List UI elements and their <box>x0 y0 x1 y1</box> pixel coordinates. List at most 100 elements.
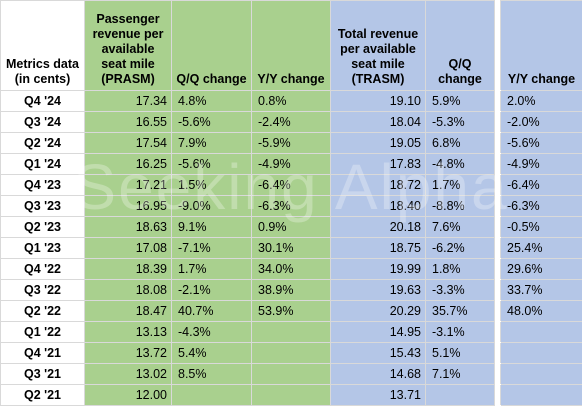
quarter-cell: Q3 '23 <box>0 195 85 217</box>
trasm-yy-cell: 2.0% <box>500 90 582 112</box>
trasm-qq-cell: 1.7% <box>425 174 495 196</box>
trasm-yy-cell <box>500 342 582 364</box>
trasm-cell: 14.68 <box>330 363 426 385</box>
prasm-yy-cell: 53.9% <box>251 300 331 322</box>
trasm-qq-cell: -3.1% <box>425 321 495 343</box>
trasm-yy-cell: -2.0% <box>500 111 582 133</box>
trasm-cell: 20.18 <box>330 216 426 238</box>
trasm-cell: 19.63 <box>330 279 426 301</box>
prasm-cell: 18.39 <box>84 258 172 280</box>
table-row: Q2 '24 17.54 7.9% -5.9% 19.05 6.8% -5.6% <box>0 132 582 154</box>
table-row: Q3 '21 13.02 8.5% 14.68 7.1% <box>0 363 582 385</box>
prasm-qq-cell <box>171 384 252 406</box>
prasm-yy-cell <box>251 321 331 343</box>
prasm-qq-cell: -4.3% <box>171 321 252 343</box>
column-header-prasm: Passenger revenue per available seat mil… <box>84 0 172 91</box>
prasm-cell: 16.55 <box>84 111 172 133</box>
trasm-qq-cell: -4.8% <box>425 153 495 175</box>
prasm-yy-cell <box>251 384 331 406</box>
prasm-yy-cell: 30.1% <box>251 237 331 259</box>
prasm-cell: 12.00 <box>84 384 172 406</box>
prasm-cell: 17.21 <box>84 174 172 196</box>
table-row: Q2 '23 18.63 9.1% 0.9% 20.18 7.6% -0.5% <box>0 216 582 238</box>
prasm-yy-cell: -4.9% <box>251 153 331 175</box>
prasm-yy-cell: -6.3% <box>251 195 331 217</box>
quarter-cell: Q1 '23 <box>0 237 85 259</box>
prasm-yy-cell <box>251 342 331 364</box>
table-row: Q4 '23 17.21 1.5% -6.4% 18.72 1.7% -6.4% <box>0 174 582 196</box>
table-row: Q4 '21 13.72 5.4% 15.43 5.1% <box>0 342 582 364</box>
trasm-qq-cell: 35.7% <box>425 300 495 322</box>
quarter-cell: Q2 '24 <box>0 132 85 154</box>
trasm-yy-cell: 48.0% <box>500 300 582 322</box>
quarter-cell: Q2 '21 <box>0 384 85 406</box>
table-row: Q4 '24 17.34 4.8% 0.8% 19.10 5.9% 2.0% <box>0 90 582 112</box>
quarter-cell: Q3 '22 <box>0 279 85 301</box>
trasm-yy-cell: -6.3% <box>500 195 582 217</box>
trasm-yy-cell <box>500 363 582 385</box>
trasm-qq-cell: 5.9% <box>425 90 495 112</box>
prasm-cell: 18.63 <box>84 216 172 238</box>
trasm-qq-cell: -3.3% <box>425 279 495 301</box>
table-row: Q3 '24 16.55 -5.6% -2.4% 18.04 -5.3% -2.0% <box>0 111 582 133</box>
prasm-yy-cell: 0.8% <box>251 90 331 112</box>
prasm-yy-cell: -5.9% <box>251 132 331 154</box>
prasm-cell: 18.08 <box>84 279 172 301</box>
trasm-qq-cell: -8.8% <box>425 195 495 217</box>
trasm-cell: 20.29 <box>330 300 426 322</box>
trasm-yy-cell: -4.9% <box>500 153 582 175</box>
column-header-prasm-qq: Q/Q change <box>171 0 252 91</box>
trasm-cell: 18.04 <box>330 111 426 133</box>
header-row: Metrics data (in cents) Passenger revenu… <box>0 0 582 91</box>
trasm-qq-cell: 7.6% <box>425 216 495 238</box>
prasm-qq-cell: 5.4% <box>171 342 252 364</box>
prasm-cell: 17.54 <box>84 132 172 154</box>
quarter-cell: Q4 '22 <box>0 258 85 280</box>
quarter-cell: Q1 '24 <box>0 153 85 175</box>
trasm-qq-cell <box>425 384 495 406</box>
trasm-yy-cell: 33.7% <box>500 279 582 301</box>
prasm-cell: 17.08 <box>84 237 172 259</box>
prasm-qq-cell: 7.9% <box>171 132 252 154</box>
trasm-qq-cell: -6.2% <box>425 237 495 259</box>
quarter-cell: Q4 '23 <box>0 174 85 196</box>
trasm-yy-cell <box>500 384 582 406</box>
column-header-prasm-yy: Y/Y change <box>251 0 331 91</box>
trasm-cell: 18.72 <box>330 174 426 196</box>
trasm-qq-cell: 1.8% <box>425 258 495 280</box>
column-header-trasm-yy: Y/Y change <box>500 0 582 91</box>
prasm-qq-cell: -2.1% <box>171 279 252 301</box>
trasm-qq-cell: -5.3% <box>425 111 495 133</box>
prasm-cell: 17.34 <box>84 90 172 112</box>
column-header-trasm-qq: Q/Q change <box>425 0 495 91</box>
prasm-yy-cell: -2.4% <box>251 111 331 133</box>
quarter-cell: Q2 '22 <box>0 300 85 322</box>
trasm-cell: 13.71 <box>330 384 426 406</box>
prasm-cell: 13.72 <box>84 342 172 364</box>
prasm-qq-cell: -5.6% <box>171 111 252 133</box>
trasm-cell: 14.95 <box>330 321 426 343</box>
trasm-cell: 17.83 <box>330 153 426 175</box>
prasm-cell: 13.02 <box>84 363 172 385</box>
trasm-yy-cell <box>500 321 582 343</box>
table-row: Q1 '24 16.25 -5.6% -4.9% 17.83 -4.8% -4.9% <box>0 153 582 175</box>
prasm-qq-cell: 9.1% <box>171 216 252 238</box>
table-row: Q3 '22 18.08 -2.1% 38.9% 19.63 -3.3% 33.7% <box>0 279 582 301</box>
trasm-yy-cell: -5.6% <box>500 132 582 154</box>
table-row: Q4 '22 18.39 1.7% 34.0% 19.99 1.8% 29.6% <box>0 258 582 280</box>
prasm-qq-cell: -5.6% <box>171 153 252 175</box>
quarter-cell: Q1 '22 <box>0 321 85 343</box>
trasm-cell: 18.75 <box>330 237 426 259</box>
prasm-cell: 13.13 <box>84 321 172 343</box>
trasm-cell: 19.10 <box>330 90 426 112</box>
trasm-yy-cell: 29.6% <box>500 258 582 280</box>
trasm-yy-cell: -0.5% <box>500 216 582 238</box>
table-row: Q3 '23 16.95 -9.0% -6.3% 18.40 -8.8% -6.3% <box>0 195 582 217</box>
table-row: Q2 '22 18.47 40.7% 53.9% 20.29 35.7% 48.0% <box>0 300 582 322</box>
trasm-cell: 15.43 <box>330 342 426 364</box>
trasm-cell: 18.40 <box>330 195 426 217</box>
quarter-cell: Q4 '21 <box>0 342 85 364</box>
prasm-cell: 16.25 <box>84 153 172 175</box>
trasm-qq-cell: 7.1% <box>425 363 495 385</box>
